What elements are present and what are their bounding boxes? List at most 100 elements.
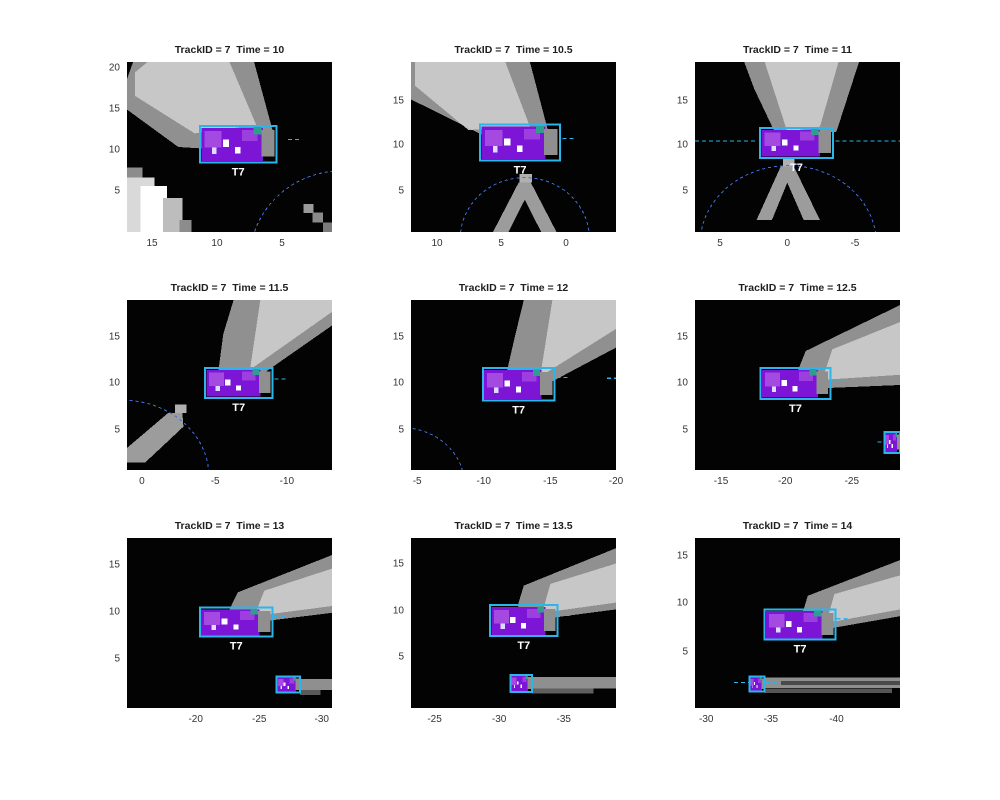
y-axis: 15 10 5 [370, 538, 404, 708]
subplot: TrackID = 7 Time = 13.5 15 10 5 T7 -25 -30-… [393, 520, 616, 725]
subplot: TrackID = 7 Time = 11 15 10 5 T7 5 0 -5 [677, 44, 900, 249]
plot-canvas: T7 [411, 62, 616, 232]
x-tick-label: -30 [314, 714, 329, 725]
x-tick-label: -10 [279, 476, 295, 487]
y-axis: 20 15 10 5 [86, 62, 120, 232]
track-label: T7 [790, 162, 803, 174]
y-axis: 15 10 5 [654, 300, 688, 470]
y-tick-label: 10 [676, 377, 688, 389]
x-tick-label: 0 [563, 238, 569, 249]
subplot: TrackID = 7 Time = 10.5 15 10 5 T7 10 5 0 [393, 44, 616, 249]
x-tick-label: -20 [188, 714, 203, 725]
x-axis: -5 -10 -15 -20 [411, 476, 624, 490]
track-label: T7 [514, 165, 527, 177]
x-tick-label: 5 [498, 238, 504, 249]
y-axis: 15 10 5 [86, 300, 120, 470]
y-tick-label: 20 [108, 62, 120, 74]
x-tick-label: -30 [699, 714, 714, 725]
plot-canvas: T7 [695, 538, 900, 708]
plot-title: TrackID = 7 Time = 12.5 [738, 282, 857, 294]
x-tick-label: -5 [412, 476, 422, 487]
x-tick-label: -20 [777, 476, 793, 487]
plot-title: TrackID = 7 Time = 13 [174, 520, 285, 532]
track-label: T7 [517, 640, 530, 652]
track-label: T7 [789, 403, 802, 415]
plot-title: TrackID = 7 Time = 11 [743, 44, 852, 56]
y-tick-label: 15 [108, 103, 120, 115]
x-tick-label: 5 [717, 238, 723, 249]
y-tick-label: 5 [682, 646, 688, 658]
y-tick-label: 15 [392, 558, 404, 569]
plot-title: TrackID = 7 Time = 11.5 [170, 282, 289, 294]
y-tick-label: 10 [108, 377, 120, 389]
plot-canvas: T7 [127, 300, 332, 470]
x-tick-label: -10 [476, 476, 491, 487]
y-tick-label: 15 [676, 331, 688, 343]
x-tick-label: 5 [279, 238, 285, 249]
track-label: T7 [512, 404, 525, 416]
y-tick-label: 15 [676, 550, 688, 562]
x-tick-label: -15 [543, 476, 558, 487]
y-axis: 15 10 5 [370, 300, 404, 470]
x-axis: -15 -20 -25 [695, 476, 900, 490]
x-tick-label: -15 [713, 476, 729, 487]
x-axis: -20 -25 -30 [127, 714, 332, 728]
y-tick-label: 15 [108, 331, 120, 343]
y-tick-label: 5 [114, 653, 120, 665]
y-tick-label: 5 [682, 185, 688, 197]
y-tick-label: 15 [392, 95, 404, 107]
y-tick-label: 10 [392, 605, 404, 617]
y-axis: 15 10 5 [654, 62, 688, 232]
subplot: TrackID = 7 Time = 12.5 15 10 5 T7 -15 -20-… [677, 282, 900, 487]
x-tick-label: -20 [608, 476, 624, 487]
y-tick-label: 15 [392, 331, 404, 343]
y-tick-label: 15 [108, 559, 120, 571]
y-tick-label: 5 [398, 424, 404, 436]
y-tick-label: 5 [682, 424, 688, 436]
y-tick-label: 10 [676, 597, 688, 609]
y-tick-label: 5 [398, 185, 404, 197]
y-tick-label: 10 [108, 144, 120, 156]
plot-canvas: T7 [411, 538, 616, 708]
y-tick-label: 15 [676, 95, 688, 107]
plot-title: TrackID = 7 Time = 10.5 [454, 44, 573, 56]
x-tick-label: -25 [427, 714, 442, 725]
y-tick-label: 10 [392, 377, 404, 389]
y-axis: 15 10 5 [370, 62, 404, 232]
y-tick-label: 5 [114, 185, 120, 197]
plot-title: TrackID = 7 Time = 10 [174, 44, 285, 56]
x-tick-label: 10 [211, 238, 223, 249]
x-tick-label: 0 [784, 238, 791, 249]
coverage-arc [460, 177, 590, 232]
x-axis: -25 -30 -35 [411, 714, 616, 728]
y-tick-label: 5 [114, 424, 120, 436]
x-tick-label: 0 [139, 476, 145, 487]
coverage-arc [700, 165, 876, 232]
x-tick-label: -35 [556, 714, 571, 725]
x-axis: 0 -5 -10 [127, 476, 332, 490]
x-tick-label: -25 [251, 714, 267, 725]
y-axis: 15 10 5 [654, 538, 688, 708]
subplot: TrackID = 7 Time = 12 15 10 5 T7 -5 -10 -15-… [393, 282, 623, 487]
x-tick-label: 15 [146, 238, 158, 249]
x-axis: 10 5 0 [411, 238, 616, 252]
x-tick-label: -35 [763, 714, 779, 725]
x-axis: -30 -35 -40 [695, 714, 900, 728]
plot-canvas: T7 [411, 300, 616, 470]
plot-title: TrackID = 7 Time = 13.5 [454, 520, 573, 532]
y-tick-label: 10 [676, 139, 688, 151]
x-tick-label: -30 [491, 714, 507, 725]
subplot: TrackID = 7 Time = 13 15 10 5 T7 -20 -25 -30 [109, 520, 332, 725]
subplot: TrackID = 7 Time = 10 20 15 10 5 T7 15 10 5 [109, 44, 332, 249]
plot-canvas: T7 [695, 62, 900, 232]
y-tick-label: 10 [108, 606, 120, 618]
x-axis: 5 0 -5 [695, 238, 900, 252]
x-tick-label: -5 [210, 476, 220, 487]
track-label: T7 [230, 641, 243, 653]
plot-title: TrackID = 7 Time = 14 [742, 520, 853, 532]
subplot: TrackID = 7 Time = 11.5 15 10 5 T7 0 -5 -10 [109, 282, 332, 487]
track-label: T7 [794, 644, 807, 656]
plot-canvas: T7 [695, 300, 900, 470]
plot-title: TrackID = 7 Time = 12 [458, 282, 569, 294]
